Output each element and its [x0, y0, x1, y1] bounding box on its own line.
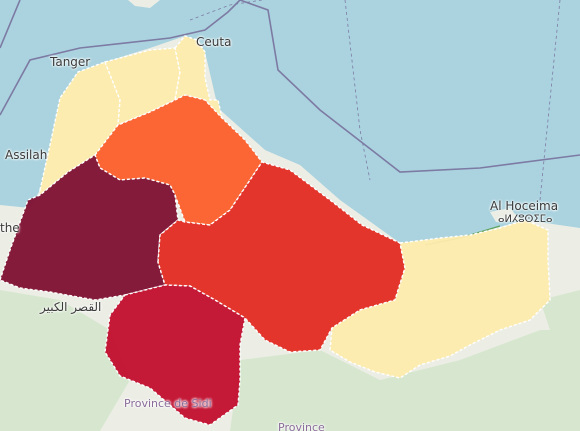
region-fahs-anjra[interactable] — [104, 47, 181, 127]
label-al-hoceima: Al Hoceima — [490, 199, 559, 213]
maritime-boundary-line — [239, 0, 580, 173]
island — [128, 0, 160, 8]
label-assilah: Assilah — [5, 148, 48, 162]
label-province-sidi: Province de Sidi — [124, 397, 212, 410]
forest-patch — [230, 330, 580, 431]
label-province-2: Province — [278, 421, 325, 431]
label-left-edge: the — [0, 221, 20, 235]
region-larache[interactable] — [0, 153, 179, 301]
region-al-hoceima[interactable] — [329, 219, 551, 379]
maritime-boundary-line — [0, 0, 21, 49]
label-ceuta: Ceuta — [196, 35, 232, 49]
label-tanger: Tanger — [50, 55, 91, 69]
island — [490, 208, 520, 222]
maritime-boundary-line — [189, 0, 263, 21]
label-al-hoceima-tifinagh: ⴰⵍⵃⵓⵙⵉⵎⴰ — [498, 214, 553, 225]
maritime-boundary-line — [344, 0, 371, 181]
maritime-boundary-line — [539, 0, 561, 201]
region-ouazzane[interactable] — [104, 284, 246, 426]
maritime-boundary-line — [0, 0, 241, 116]
region-mdiq-fnideq[interactable] — [174, 35, 224, 121]
forest-patch — [0, 290, 130, 431]
label-ksar-el-kebir: القصر الكبير — [40, 300, 102, 314]
